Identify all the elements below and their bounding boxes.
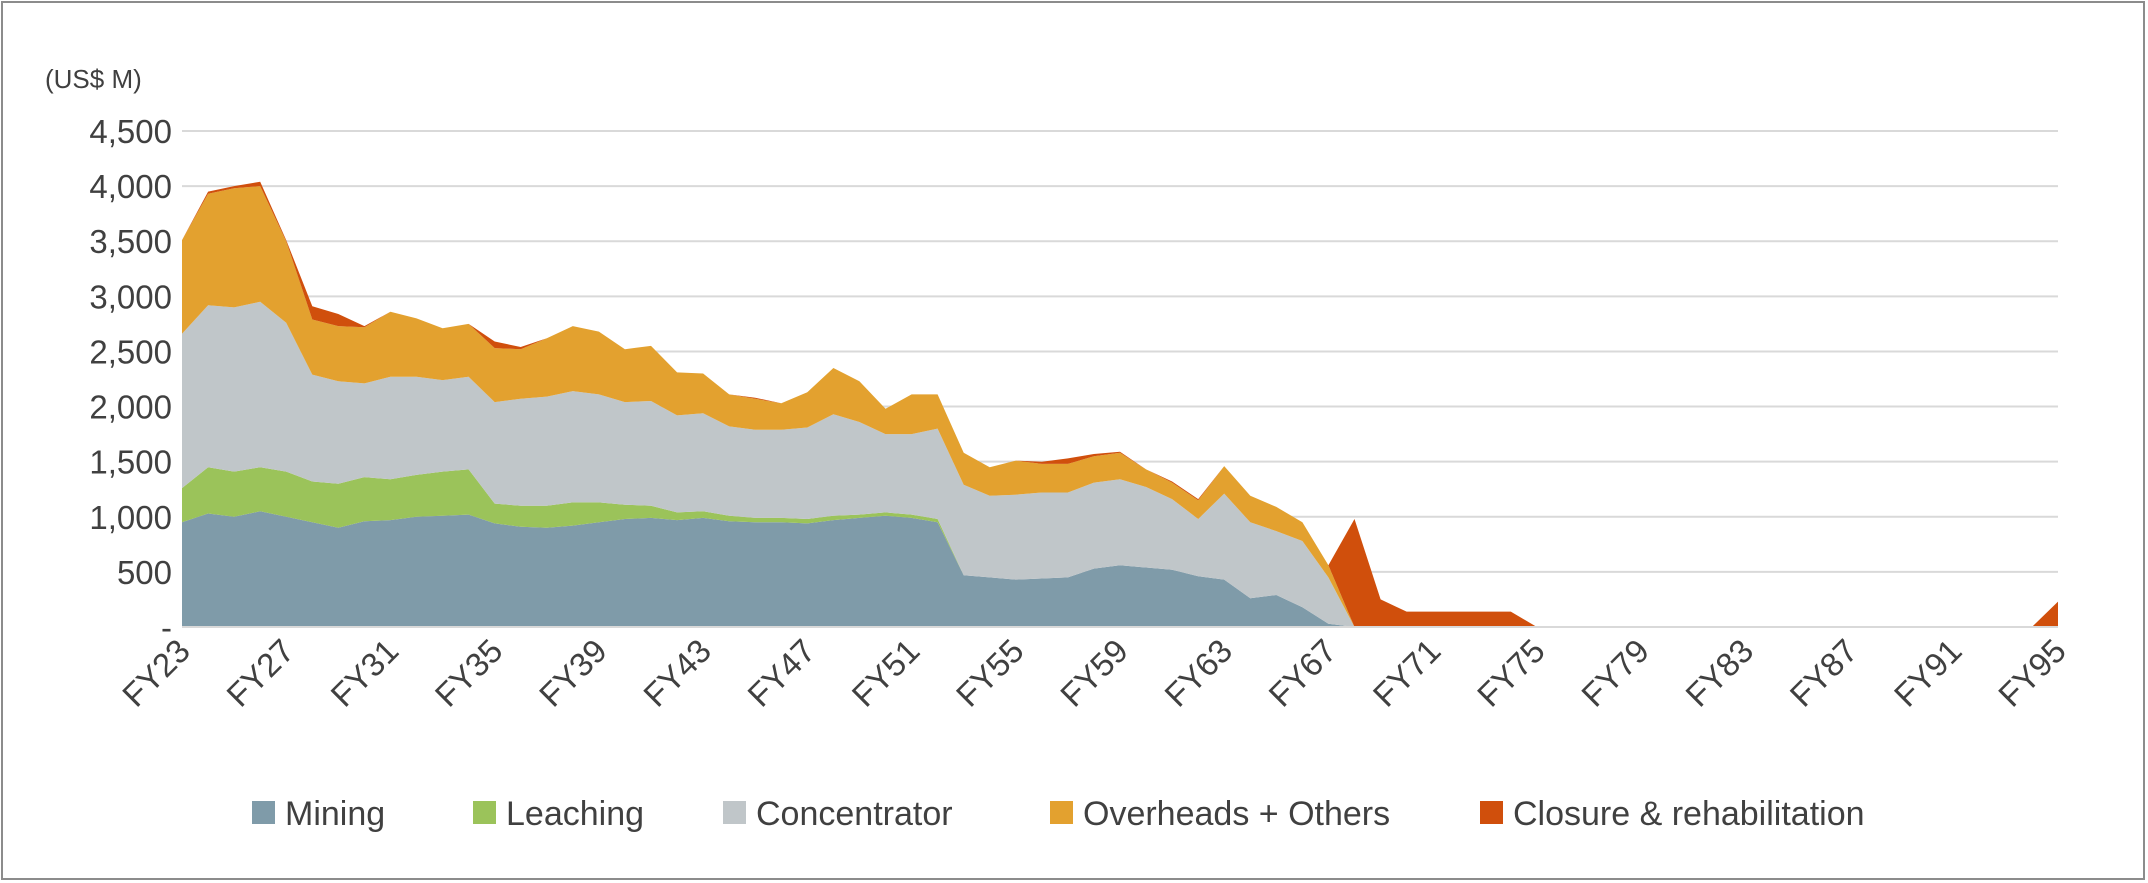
x-tick-label: FY47 xyxy=(740,632,822,714)
legend-label: Overheads + Others xyxy=(1083,795,1390,833)
y-tick-label: 3,500 xyxy=(89,223,172,260)
x-tick-label: FY91 xyxy=(1887,632,1969,714)
x-tick-label: FY75 xyxy=(1470,632,1552,714)
y-tick-label: 2,000 xyxy=(89,389,172,426)
y-tick-label: 1,000 xyxy=(89,499,172,536)
x-tick-label: FY35 xyxy=(428,632,510,714)
area-series xyxy=(182,181,2058,628)
x-axis-ticks: FY23 FY27 FY31 FY35 FY39 FY43 FY47 FY51 FY55 FY59… xyxy=(115,632,2073,714)
x-tick-label: FY79 xyxy=(1574,632,1656,714)
x-tick-label: FY31 xyxy=(323,632,405,714)
x-tick-label: FY27 xyxy=(219,632,301,714)
x-tick-label: FY63 xyxy=(1157,632,1239,714)
legend-label: Leaching xyxy=(506,795,644,833)
legend-swatch xyxy=(252,801,275,824)
legend-swatch xyxy=(1050,801,1073,824)
y-tick-label: 4,500 xyxy=(89,113,172,150)
legend-label: Mining xyxy=(285,795,385,833)
unit-label: (US$ M) xyxy=(45,64,142,94)
y-tick-label: 1,500 xyxy=(89,444,172,481)
legend-swatch xyxy=(723,801,746,824)
x-tick-label: FY87 xyxy=(1783,632,1865,714)
legend: Mining Leaching Concentrator Overheads + Ot… xyxy=(252,795,1865,833)
x-tick-label: FY23 xyxy=(115,632,197,714)
area-concentrator xyxy=(182,301,2058,627)
x-tick-label: FY83 xyxy=(1678,632,1760,714)
x-tick-label: FY71 xyxy=(1366,632,1448,714)
area-leaching xyxy=(182,467,2058,627)
x-tick-label: FY67 xyxy=(1261,632,1343,714)
legend-label: Concentrator xyxy=(756,795,953,833)
x-tick-label: FY51 xyxy=(845,632,927,714)
y-axis-ticks: - 500 1,000 1,500 2,000 2,500 3,000 3,500 4,000 4… xyxy=(89,113,172,646)
legend-swatch xyxy=(1480,801,1503,824)
legend-label: Closure & rehabilitation xyxy=(1513,795,1865,833)
y-tick-label: 500 xyxy=(117,554,172,591)
y-tick-label: 3,000 xyxy=(89,278,172,315)
legend-swatch xyxy=(473,801,496,824)
area-mining xyxy=(182,511,2058,627)
x-tick-label: FY39 xyxy=(532,632,614,714)
x-tick-label: FY55 xyxy=(949,632,1031,714)
y-tick-label: - xyxy=(161,609,172,646)
x-tick-label: FY43 xyxy=(636,632,718,714)
x-tick-label: FY95 xyxy=(1991,632,2073,714)
x-tick-label: FY59 xyxy=(1053,632,1135,714)
y-tick-label: 2,500 xyxy=(89,333,172,370)
y-tick-label: 4,000 xyxy=(89,168,172,205)
